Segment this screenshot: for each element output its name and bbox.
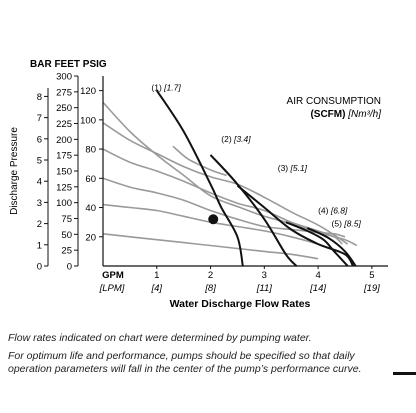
x-tick-lpm: [19] [363, 283, 380, 294]
x-tick-gpm: 2 [208, 270, 213, 281]
air-curve-1 [172, 145, 227, 177]
x-tick-gpm: 3 [262, 270, 267, 281]
air-curve-label-metric: [8.5] [343, 219, 361, 229]
bar-tick-label: 7 [37, 113, 42, 124]
bar-tick-label: 1 [37, 240, 42, 251]
x-axis-title: Water Discharge Flow Rates [170, 298, 311, 310]
y-axis-title: Discharge Pressure [9, 127, 20, 215]
air-curve-label-2: (2) [3.4] [221, 134, 251, 144]
air-curve-2 [102, 101, 358, 247]
air-curve-label-number: (1) [151, 83, 164, 93]
x-tick-gpm: 5 [369, 270, 374, 281]
x-tick-lpm: [8] [204, 283, 216, 294]
x-unit-gpm: GPM [102, 270, 124, 281]
air-curve-label-number: (3) [278, 163, 291, 173]
feet-tick-label: 200 [56, 135, 72, 146]
performance-curve-1 [155, 90, 244, 267]
optimum-life-note: For optimum life and performance, pumps … [8, 350, 362, 375]
feet-tick-label: 175 [56, 151, 72, 162]
air-curve-7 [102, 233, 319, 260]
x-tick-lpm: [14] [309, 283, 326, 294]
bar-tick-label: 8 [37, 92, 42, 103]
feet-tick-label: 75 [61, 214, 72, 225]
air-curve-6 [102, 203, 340, 253]
bar-tick-label: 3 [37, 198, 42, 209]
psig-tick-label: 40 [85, 203, 96, 214]
air-curve-label-metric: [1.7] [163, 83, 181, 93]
x-unit-lpm: [LPM] [99, 283, 125, 294]
air-consumption-units: (SCFM) [Nm³/h] [310, 109, 381, 120]
air-curve-label-number: (4) [318, 205, 331, 215]
air-curve-label-metric: [6.8] [330, 205, 348, 215]
edge-mark [393, 372, 416, 375]
flow-rate-note: Flow rates indicated on chart were deter… [8, 332, 312, 344]
air-curve-label-number: (2) [221, 134, 234, 144]
feet-tick-label: 25 [61, 246, 72, 257]
air-consumption-title: AIR CONSUMPTION [287, 96, 381, 107]
performance-curve-3 [236, 184, 354, 267]
bar-tick-label: 2 [37, 219, 42, 230]
air-curve-label-5: (5) [8.5] [332, 219, 362, 229]
bar-tick-label: 0 [37, 262, 42, 273]
feet-tick-label: 0 [67, 262, 72, 273]
psig-tick-label: 60 [85, 174, 96, 185]
air-curve-label-metric: [3.4] [233, 134, 251, 144]
performance-curve-5 [306, 227, 357, 267]
air-curve-label-1: (1) [1.7] [151, 83, 181, 93]
psig-tick-label: 80 [85, 145, 96, 156]
performance-curve-2 [209, 154, 298, 267]
psig-tick-label: 20 [85, 232, 96, 243]
feet-tick-label: 100 [56, 198, 72, 209]
units-header: BAR FEET PSIG [30, 59, 107, 70]
feet-tick-label: 300 [56, 72, 72, 83]
air-curve-label-metric: [5.1] [290, 163, 308, 173]
x-tick-lpm: [4] [150, 283, 162, 294]
air-curve-label-3: (3) [5.1] [278, 163, 308, 173]
feet-tick-label: 50 [61, 230, 72, 241]
x-tick-gpm: 1 [154, 270, 159, 281]
feet-tick-label: 225 [56, 119, 72, 130]
air-consumption-unit-metric: [Nm³/h] [347, 109, 381, 120]
air-curve-5 [102, 177, 346, 238]
feet-tick-label: 250 [56, 103, 72, 114]
air-consumption-unit-scfm: (SCFM) [310, 109, 348, 120]
x-tick-gpm: 4 [315, 270, 320, 281]
x-tick-lpm: [11] [256, 283, 273, 294]
feet-tick-label: 125 [56, 182, 72, 193]
performance-curve-4 [285, 221, 349, 267]
bar-tick-label: 6 [37, 134, 42, 145]
operating-point-dot [208, 214, 219, 225]
bar-tick-label: 4 [37, 177, 42, 188]
psig-tick-label: 120 [80, 86, 96, 97]
air-curve-label-number: (5) [332, 219, 345, 229]
feet-tick-label: 150 [56, 167, 72, 178]
bar-tick-label: 5 [37, 156, 42, 167]
feet-tick-label: 275 [56, 87, 72, 98]
air-curve-label-4: (4) [6.8] [318, 205, 348, 215]
psig-tick-label: 100 [80, 115, 96, 126]
